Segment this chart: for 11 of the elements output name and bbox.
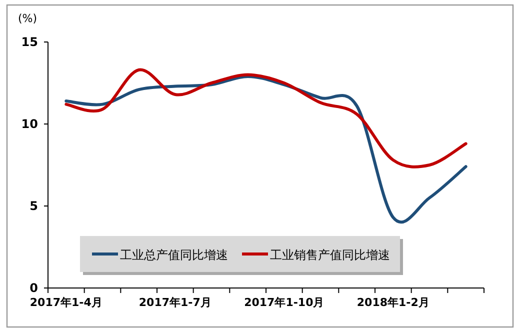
y-tick-label: 10 bbox=[21, 117, 38, 131]
y-axis-title: (%) bbox=[18, 12, 38, 25]
x-tick-label: 2017年1-10月 bbox=[244, 296, 324, 309]
x-tick-label: 2017年1-4月 bbox=[30, 296, 102, 309]
y-tick-label: 5 bbox=[30, 199, 38, 213]
legend-label: 工业总产值同比增速 bbox=[120, 248, 228, 262]
y-tick-label: 15 bbox=[21, 35, 38, 49]
x-tick-label: 2017年1-7月 bbox=[138, 296, 212, 309]
x-tick-label: 2018年1-2月 bbox=[356, 296, 430, 309]
y-tick-label: 0 bbox=[30, 281, 38, 295]
legend-label: 工业销售产值同比增速 bbox=[270, 248, 390, 262]
